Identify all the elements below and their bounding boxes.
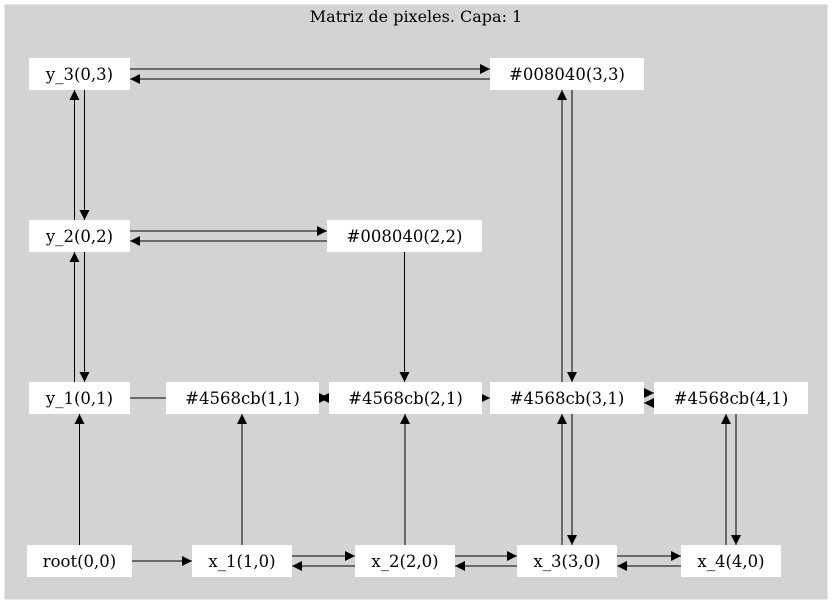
node-008040-3-3: #008040(3,3)	[490, 58, 644, 90]
node-4568cb-4-1: #4568cb(4,1)	[654, 382, 808, 414]
node-008040-2-2: #008040(2,2)	[327, 220, 482, 252]
node-y1: y_1(0,1)	[29, 382, 130, 414]
edges-layer	[69, 64, 741, 571]
node-root: root(0,0)	[27, 545, 132, 577]
cluster-title: Matriz de pixeles. Capa: 1	[309, 7, 523, 26]
node-4568cb-2-1: #4568cb(2,1)	[329, 382, 482, 414]
node-x3: x_3(3,0)	[517, 545, 617, 577]
node-x4: x_4(4,0)	[681, 545, 781, 577]
node-4568cb-3-1: #4568cb(3,1)	[490, 382, 644, 414]
node-y3: y_3(0,3)	[29, 58, 130, 90]
node-4568cb-1-1: #4568cb(1,1)	[166, 382, 319, 414]
cluster-background	[3, 3, 829, 601]
node-y2: y_2(0,2)	[29, 220, 130, 252]
node-x2: x_2(2,0)	[355, 545, 455, 577]
node-x1: x_1(1,0)	[192, 545, 292, 577]
